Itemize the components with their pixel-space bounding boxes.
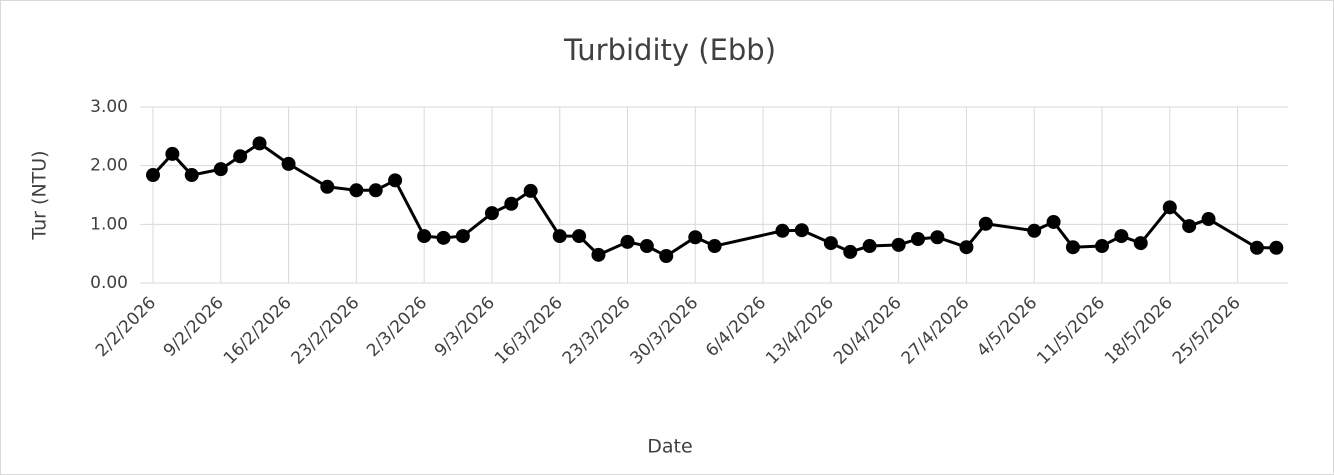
data-point (523, 183, 538, 198)
data-point (1133, 236, 1148, 251)
data-point (1095, 239, 1110, 254)
data-point (891, 237, 906, 252)
data-point (1114, 229, 1129, 244)
data-point (591, 247, 606, 262)
data-point (484, 206, 499, 221)
data-point (572, 229, 587, 244)
data-point (1269, 240, 1284, 255)
data-point (959, 240, 974, 255)
data-point (930, 230, 945, 245)
data-point (184, 168, 199, 183)
data-point (213, 162, 228, 177)
data-point (775, 223, 790, 238)
data-point (233, 149, 248, 164)
data-point (1065, 240, 1080, 255)
data-point (349, 183, 364, 198)
chart-title: Turbidity (Ebb) (563, 33, 776, 67)
data-point (504, 196, 519, 211)
data-point (639, 239, 654, 254)
data-point (1027, 223, 1042, 238)
data-point (368, 183, 383, 198)
y-tick-label: 1.00 (90, 214, 128, 234)
data-point (417, 229, 432, 244)
data-point (707, 239, 722, 254)
data-point (281, 156, 296, 171)
y-tick-label: 2.00 (90, 156, 128, 176)
data-point (1182, 219, 1197, 234)
data-point (862, 239, 877, 254)
y-tick-label: 3.00 (90, 97, 128, 117)
y-tick-label: 0.00 (90, 273, 128, 293)
data-point (1201, 212, 1216, 227)
data-point (659, 249, 674, 264)
y-axis-label: Tur (NTU) (29, 150, 51, 240)
data-point (252, 136, 267, 151)
data-point (978, 216, 993, 231)
data-point (320, 179, 335, 194)
data-point (843, 244, 858, 259)
data-point (388, 173, 403, 188)
x-axis-label: Date (647, 436, 692, 458)
data-point (146, 168, 160, 183)
data-point (1162, 200, 1177, 215)
data-point (436, 230, 451, 245)
data-point (823, 236, 838, 251)
data-point (620, 234, 635, 249)
data-point (1046, 214, 1061, 229)
data-line (151, 141, 1277, 258)
data-point (688, 230, 703, 245)
data-point (1249, 240, 1264, 255)
data-point (455, 229, 470, 244)
data-point (165, 146, 180, 161)
data-point (552, 229, 567, 244)
data-point (911, 232, 926, 246)
data-point (794, 223, 809, 238)
